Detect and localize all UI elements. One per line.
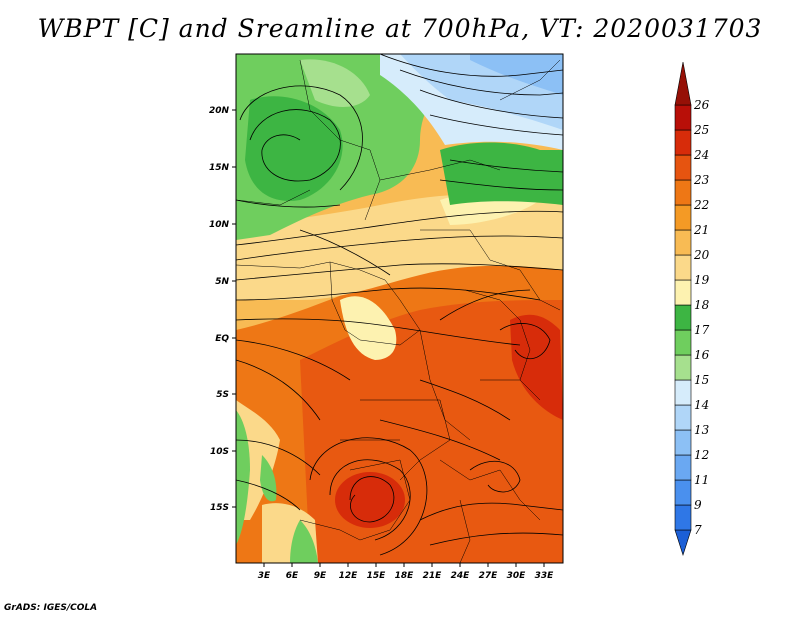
map-panel: [236, 54, 563, 563]
lon-label: 15E: [367, 571, 387, 581]
lon-label: 33E: [535, 571, 555, 581]
colorbar-label: 15: [694, 373, 709, 387]
lon-ticks: [263, 563, 545, 567]
colorbar-label: 23: [693, 173, 710, 187]
colorbar-label: 12: [694, 448, 709, 462]
lon-label: 27E: [479, 571, 499, 581]
colorbar-label: 24: [693, 148, 709, 162]
colorbar-label: 21: [693, 223, 709, 237]
lon-label: 30E: [507, 571, 527, 581]
lon-label: 9E: [314, 571, 327, 581]
lon-label: 6E: [286, 571, 299, 581]
lat-ticks: [232, 109, 236, 508]
colorbar-swatch: [674, 379, 692, 406]
colorbar-swatch: [674, 204, 692, 231]
colorbar-label: 14: [694, 398, 709, 412]
colorbar-label: 22: [693, 198, 709, 212]
lon-label: 12E: [339, 571, 359, 581]
lon-label: 18E: [395, 571, 415, 581]
lat-label: 5N: [215, 277, 229, 287]
streamlines: [236, 54, 563, 556]
colorbar-label: 13: [694, 423, 710, 437]
colorbar-swatch: [674, 329, 692, 356]
colorbar-swatch: [674, 279, 692, 306]
lat-label: 15S: [210, 503, 229, 513]
lat-label: 20N: [209, 106, 230, 116]
colorbar-swatch: [674, 504, 692, 531]
colorbar-label: 9: [694, 498, 702, 512]
colorbar-swatch: [674, 479, 692, 506]
colorbar-label: 11: [694, 473, 709, 487]
colorbar-swatch: [674, 454, 692, 481]
colorbar: 7 9 11 12 13 14 15 16 17 18 19 20 21 22 …: [674, 61, 710, 556]
map-frame: [235, 53, 564, 564]
colorbar-end-bottom: [674, 529, 692, 556]
colorbar-label: 7: [694, 523, 702, 537]
colorbar-label: 19: [694, 273, 710, 287]
colorbar-swatch: [674, 229, 692, 256]
lon-label: 21E: [423, 571, 443, 581]
lat-label: 5S: [216, 390, 229, 400]
lat-label: EQ: [215, 334, 229, 344]
colorbar-label: 16: [694, 348, 710, 362]
map-title: WBPT [C] and Sreamline at 700hPa, VT: 20…: [37, 14, 763, 43]
colorbar-label: 25: [693, 123, 709, 137]
colorbar-label: 20: [693, 248, 710, 262]
colorbar-label: 18: [694, 298, 710, 312]
colorbar-swatch: [674, 254, 692, 281]
lat-label: 10N: [209, 220, 230, 230]
colorbar-swatch: [674, 304, 692, 331]
colorbar-swatch: [674, 404, 692, 431]
colorbar-end-top: [674, 61, 692, 106]
colorbar-label: 26: [693, 98, 710, 112]
colorbar-label: 17: [694, 323, 710, 337]
lon-label: 24E: [451, 571, 471, 581]
colorbar-swatch: [674, 179, 692, 206]
country-borders: [236, 59, 561, 563]
lon-label: 3E: [258, 571, 271, 581]
grads-credit: GrADS: IGES/COLA: [4, 603, 98, 613]
lat-label: 10S: [210, 447, 229, 457]
colorbar-swatch: [674, 129, 692, 156]
lat-label: 15N: [209, 163, 230, 173]
colorbar-swatch: [674, 104, 692, 131]
colorbar-swatch: [674, 154, 692, 181]
colorbar-swatch: [674, 429, 692, 456]
colorbar-swatch: [674, 354, 692, 381]
